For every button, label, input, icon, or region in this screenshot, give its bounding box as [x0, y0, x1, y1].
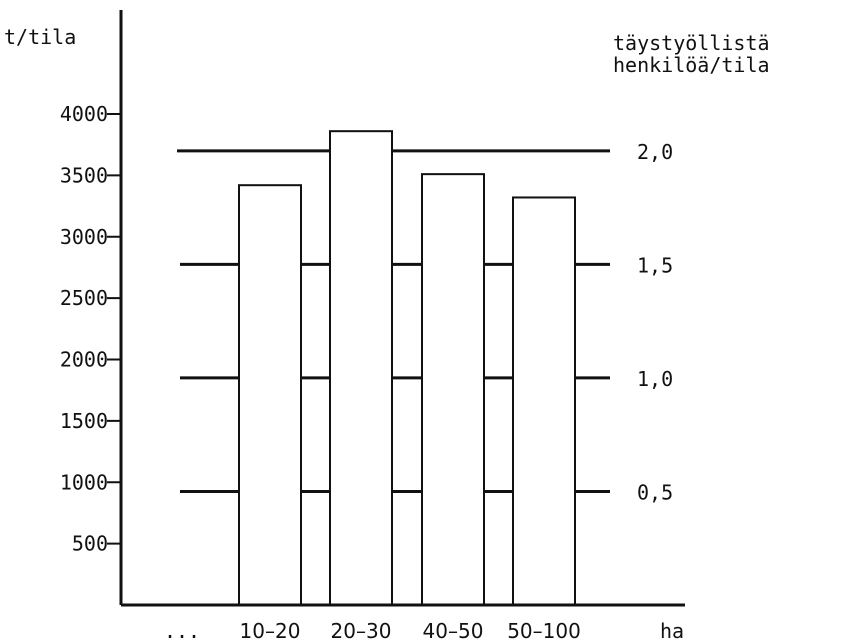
y-tick-label: 3500: [60, 163, 108, 187]
y-ticks: 500 1000 1500 2000 2500 3000 3500 4000: [60, 102, 121, 556]
x-axis-label: ha: [660, 619, 684, 643]
y-tick-label: 3000: [60, 225, 108, 249]
y-tick-label: 2500: [60, 286, 108, 310]
bar: [238, 184, 302, 606]
y2-tick-label: 0,5: [637, 480, 673, 504]
x-ticks: ... 10–20 20–30 40–50 50–100: [164, 619, 581, 643]
y-axis-label: t/tila: [4, 25, 76, 49]
y2-tick-label: 1,5: [637, 253, 673, 277]
axes: [119, 10, 685, 607]
bar: [329, 130, 393, 606]
bars: [238, 130, 576, 607]
y2-axis-label-line1: täystyöllistä: [613, 31, 770, 55]
x-tick-label: 10–20: [240, 619, 301, 643]
y2-tick-label: 2,0: [637, 140, 673, 164]
y-tick-label: 1000: [60, 470, 108, 494]
bar: [421, 173, 485, 607]
y-tick-label: 500: [72, 532, 108, 556]
bar: [512, 196, 576, 606]
x-tick-label: 50–100: [507, 619, 581, 643]
x-tick-label: ...: [164, 619, 200, 643]
y-tick-label: 2000: [60, 348, 108, 372]
y-tick-label: 4000: [60, 102, 108, 126]
y2-axis-label-line2: henkilöä/tila: [613, 53, 770, 77]
reference-lines: 0,5 1,0 1,5 2,0: [177, 140, 673, 504]
x-tick-label: 20–30: [331, 619, 392, 643]
y2-tick-label: 1,0: [637, 367, 673, 391]
y-tick-label: 1500: [60, 409, 108, 433]
x-tick-label: 40–50: [423, 619, 484, 643]
